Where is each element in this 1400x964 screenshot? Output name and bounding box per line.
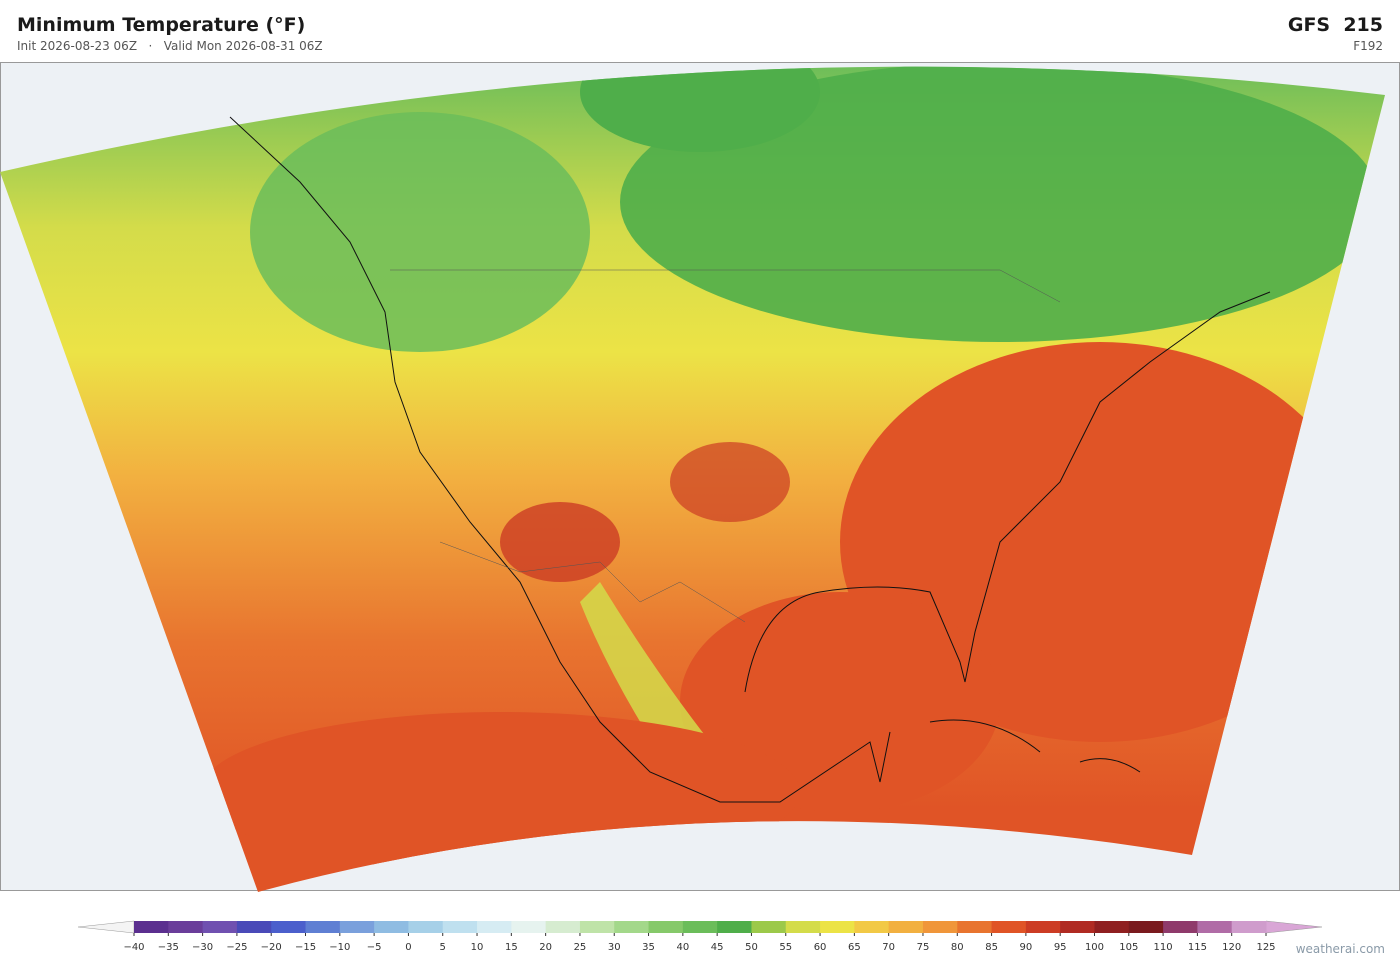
colorbar-label: −35 bbox=[158, 942, 179, 953]
colorbar-bin bbox=[888, 921, 924, 933]
colorbar-bin bbox=[1231, 921, 1267, 933]
colorbar-bin bbox=[785, 921, 821, 933]
borders bbox=[390, 269, 1061, 623]
colorbar-label: 45 bbox=[711, 942, 724, 953]
colorbar-label: 95 bbox=[1054, 942, 1067, 953]
colorbar-bin bbox=[305, 921, 341, 933]
colorbar-label: 110 bbox=[1154, 942, 1173, 953]
colorbar-label: 20 bbox=[539, 942, 552, 953]
colorbar-bin bbox=[717, 921, 752, 933]
colorbar-over bbox=[1265, 920, 1323, 934]
colorbar-bin bbox=[1094, 921, 1130, 933]
colorbar-bin bbox=[442, 921, 478, 933]
colorbar-label: 0 bbox=[405, 942, 411, 953]
model-label: GFS 215 bbox=[1287, 14, 1383, 36]
title: Minimum Temperature (°F) bbox=[17, 14, 306, 36]
temperature-field bbox=[0, 66, 1385, 892]
colorbar-label: 100 bbox=[1085, 942, 1104, 953]
colorbar-bin bbox=[1197, 921, 1233, 933]
colorbar-label: −20 bbox=[261, 942, 282, 953]
colorbar-bin bbox=[236, 921, 272, 933]
colorbar-label: 50 bbox=[745, 942, 758, 953]
colorbar-label: −40 bbox=[123, 942, 144, 953]
colorbar-label: 90 bbox=[1020, 942, 1033, 953]
colorbar-bin bbox=[1060, 921, 1095, 933]
colorbar-bin bbox=[682, 921, 718, 933]
colorbar-bin bbox=[374, 921, 409, 933]
colorbar-label: 125 bbox=[1256, 942, 1275, 953]
colorbar-bin bbox=[168, 921, 204, 933]
colorbar-bin bbox=[820, 921, 855, 933]
colorbar-label: 115 bbox=[1188, 942, 1207, 953]
colorbar-bin bbox=[957, 921, 993, 933]
colorbar-bin bbox=[751, 921, 787, 933]
colorbar-bin bbox=[202, 921, 238, 933]
colorbar-label: 30 bbox=[608, 942, 621, 953]
colorbar-bin bbox=[1128, 921, 1164, 933]
colorbar-label: 35 bbox=[642, 942, 655, 953]
colorbar-label: 80 bbox=[951, 942, 964, 953]
colorbar-bin bbox=[614, 921, 650, 933]
colorbar-bin bbox=[339, 921, 375, 933]
colorbar-label: −30 bbox=[192, 942, 213, 953]
colorbar: −40 −35 −30 −25 −20 −15 −10 −5 0 5 10 15 20 25 30 35 40 4… bbox=[77, 920, 1323, 953]
colorbar-label: −5 bbox=[367, 942, 382, 953]
colorbar-bin bbox=[271, 921, 307, 933]
colorbar-bin bbox=[854, 921, 890, 933]
colorbar-bin bbox=[648, 921, 684, 933]
colorbar-label: 55 bbox=[779, 942, 792, 953]
colorbar-label: 70 bbox=[882, 942, 895, 953]
colorbar-label: 75 bbox=[917, 942, 930, 953]
colorbar-label: 40 bbox=[676, 942, 689, 953]
colorbar-bin bbox=[545, 921, 581, 933]
colorbar-label: 5 bbox=[440, 942, 446, 953]
forecast-hour: F192 bbox=[1353, 39, 1383, 53]
colorbar-bin bbox=[1025, 921, 1061, 933]
colorbar-label: −15 bbox=[295, 942, 316, 953]
colorbar-label: 25 bbox=[574, 942, 587, 953]
colorbar-label: −25 bbox=[226, 942, 247, 953]
colorbar-label: 105 bbox=[1119, 942, 1138, 953]
colorbar-bin bbox=[579, 921, 615, 933]
subtitle: Init 2026-08-23 06Z · Valid Mon 2026-08-… bbox=[17, 39, 323, 53]
colorbar-bin bbox=[477, 921, 512, 933]
colorbar-bin bbox=[511, 921, 547, 933]
colorbar-bin bbox=[1163, 921, 1198, 933]
colorbar-label: 65 bbox=[848, 942, 861, 953]
colorbar-label: 15 bbox=[505, 942, 518, 953]
colorbar-bin bbox=[134, 921, 169, 933]
coastlines bbox=[229, 116, 1271, 803]
credit: weatherai.com bbox=[1295, 942, 1385, 956]
colorbar-label: 85 bbox=[985, 942, 998, 953]
colorbar-bin bbox=[408, 921, 444, 933]
colorbar-label: 120 bbox=[1222, 942, 1241, 953]
colorbar-under bbox=[77, 920, 135, 934]
colorbar-bin bbox=[991, 921, 1027, 933]
colorbar-label: −10 bbox=[329, 942, 350, 953]
colorbar-label: 60 bbox=[814, 942, 827, 953]
map bbox=[0, 62, 1400, 892]
colorbar-label: 10 bbox=[471, 942, 484, 953]
colorbar-bin bbox=[922, 921, 958, 933]
